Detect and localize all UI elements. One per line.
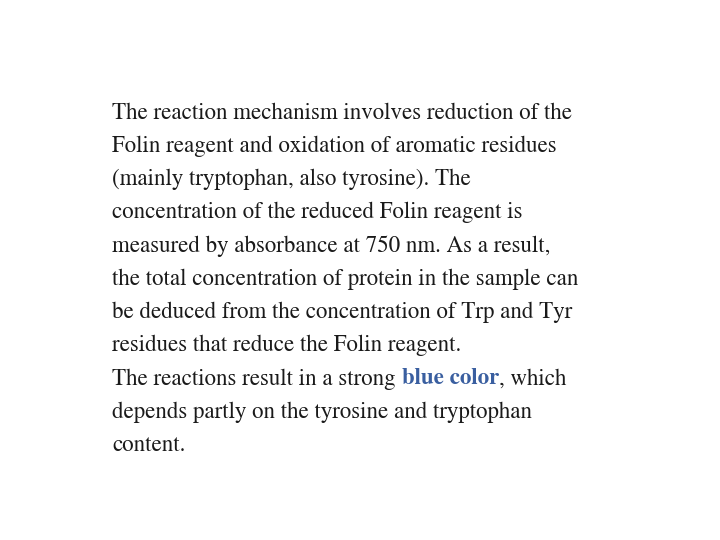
Text: The reactions result in a strong: The reactions result in a strong — [112, 368, 402, 390]
Text: Folin reagent and oxidation of aromatic residues: Folin reagent and oxidation of aromatic … — [112, 136, 557, 157]
Text: be deduced from the concentration of Trp and Tyr: be deduced from the concentration of Trp… — [112, 302, 572, 323]
Text: content.: content. — [112, 435, 186, 456]
Text: concentration of the reduced Folin reagent is: concentration of the reduced Folin reage… — [112, 202, 523, 224]
Text: (mainly tryptophan, also tyrosine). The: (mainly tryptophan, also tyrosine). The — [112, 168, 471, 190]
Text: measured by absorbance at 750 nm. As a result,: measured by absorbance at 750 nm. As a r… — [112, 235, 551, 257]
Text: The reaction mechanism involves reduction of the: The reaction mechanism involves reductio… — [112, 102, 572, 124]
Text: , which: , which — [499, 368, 566, 390]
Text: depends partly on the tyrosine and tryptophan: depends partly on the tyrosine and trypt… — [112, 402, 532, 423]
Text: blue color: blue color — [402, 368, 499, 389]
Text: residues that reduce the Folin reagent.: residues that reduce the Folin reagent. — [112, 335, 462, 356]
Text: the total concentration of protein in the sample can: the total concentration of protein in th… — [112, 268, 579, 290]
